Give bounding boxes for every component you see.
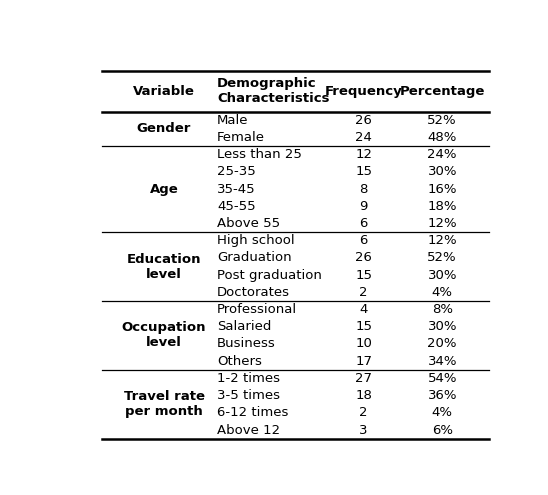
Text: Post graduation: Post graduation: [217, 269, 322, 282]
Text: 18%: 18%: [427, 200, 457, 213]
Text: High school: High school: [217, 234, 295, 247]
Text: Percentage: Percentage: [399, 85, 485, 98]
Text: Professional: Professional: [217, 303, 297, 316]
Text: Female: Female: [217, 131, 265, 144]
Text: 25-35: 25-35: [217, 165, 256, 178]
Text: 2: 2: [359, 406, 368, 419]
Text: 17: 17: [355, 355, 372, 368]
Text: Salaried: Salaried: [217, 320, 271, 333]
Text: Variable: Variable: [133, 85, 195, 98]
Text: 24: 24: [355, 131, 372, 144]
Text: Travel rate
per month: Travel rate per month: [123, 390, 204, 418]
Text: Business: Business: [217, 338, 276, 350]
Text: 6: 6: [359, 234, 368, 247]
Text: Demographic
Characteristics: Demographic Characteristics: [217, 77, 330, 105]
Text: Doctorates: Doctorates: [217, 286, 290, 299]
Text: 35-45: 35-45: [217, 183, 256, 196]
Text: Above 55: Above 55: [217, 217, 280, 230]
Text: Occupation
level: Occupation level: [122, 321, 206, 349]
Text: 12%: 12%: [427, 217, 457, 230]
Text: 36%: 36%: [427, 389, 457, 402]
Text: 4%: 4%: [432, 286, 453, 299]
Text: 45-55: 45-55: [217, 200, 256, 213]
Text: Graduation: Graduation: [217, 251, 292, 264]
Text: Frequency: Frequency: [325, 85, 403, 98]
Text: 2: 2: [359, 286, 368, 299]
Text: 30%: 30%: [427, 165, 457, 178]
Text: 20%: 20%: [427, 338, 457, 350]
Text: Age: Age: [150, 183, 179, 196]
Text: 8: 8: [359, 183, 368, 196]
Text: 15: 15: [355, 320, 372, 333]
Text: 12: 12: [355, 148, 372, 161]
Text: 48%: 48%: [427, 131, 457, 144]
Text: 30%: 30%: [427, 320, 457, 333]
Text: 8%: 8%: [432, 303, 453, 316]
Text: 4: 4: [359, 303, 368, 316]
Text: 26: 26: [355, 251, 372, 264]
Text: 3-5 times: 3-5 times: [217, 389, 280, 402]
Text: Above 12: Above 12: [217, 424, 280, 437]
Text: 15: 15: [355, 269, 372, 282]
Text: 12%: 12%: [427, 234, 457, 247]
Text: 1-2 times: 1-2 times: [217, 372, 280, 385]
Text: 3: 3: [359, 424, 368, 437]
Text: 26: 26: [355, 114, 372, 127]
Text: 27: 27: [355, 372, 372, 385]
Text: Education
level: Education level: [127, 252, 201, 281]
Text: 24%: 24%: [427, 148, 457, 161]
Text: 54%: 54%: [427, 372, 457, 385]
Text: Others: Others: [217, 355, 262, 368]
Text: 16%: 16%: [427, 183, 457, 196]
Text: 52%: 52%: [427, 114, 457, 127]
Text: 6: 6: [359, 217, 368, 230]
Text: 4%: 4%: [432, 406, 453, 419]
Text: 30%: 30%: [427, 269, 457, 282]
Text: Less than 25: Less than 25: [217, 148, 302, 161]
Text: Male: Male: [217, 114, 249, 127]
Text: 15: 15: [355, 165, 372, 178]
Text: 10: 10: [355, 338, 372, 350]
Text: 52%: 52%: [427, 251, 457, 264]
Text: 34%: 34%: [427, 355, 457, 368]
Text: 18: 18: [355, 389, 372, 402]
Text: 6-12 times: 6-12 times: [217, 406, 288, 419]
Text: 6%: 6%: [432, 424, 453, 437]
Text: Gender: Gender: [137, 122, 191, 135]
Text: 9: 9: [359, 200, 368, 213]
